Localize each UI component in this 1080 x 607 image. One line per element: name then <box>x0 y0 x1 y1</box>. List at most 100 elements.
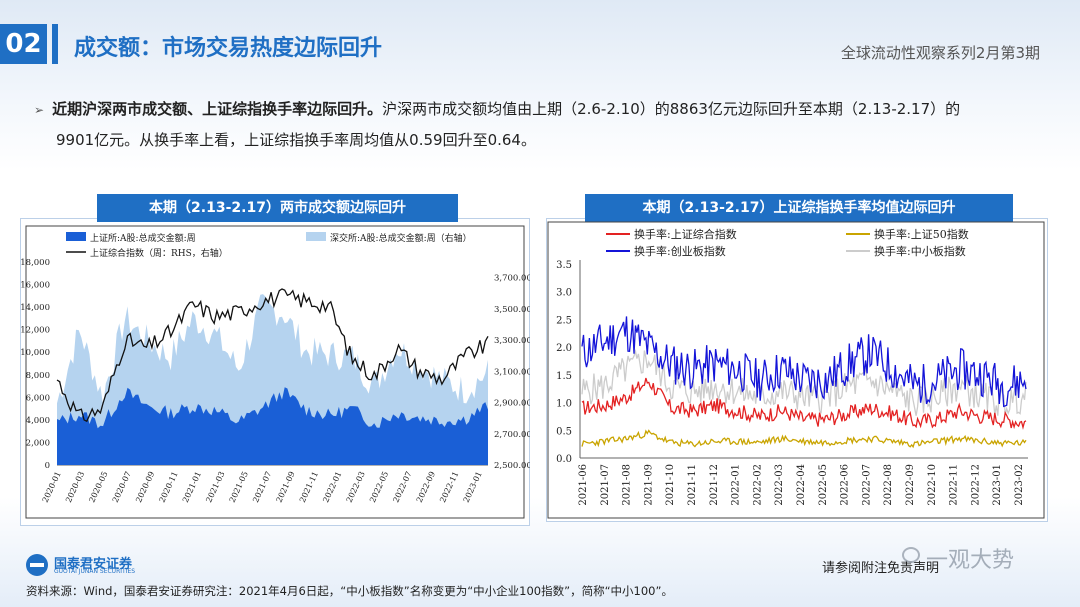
right-x-tick: 2022-12 <box>970 464 981 506</box>
right-y-tick: 2.5 <box>556 315 572 326</box>
left-y-tick: 0 <box>45 461 50 471</box>
left-y-tick: 14,000 <box>20 303 50 313</box>
summary-paragraph: ➢ 近期沪深两市成交额、上证综指换手率边际回升。沪深两市成交额均值由上期（2.6-… <box>34 94 1054 155</box>
legend-swatch-sh <box>66 232 86 241</box>
left-x-tick: 2021-07 <box>251 470 273 504</box>
right-y-tick: 2,500.00 <box>494 461 530 471</box>
right-y-tick: 2,700.00 <box>494 430 530 440</box>
left-y-tick: 2,000 <box>26 438 50 448</box>
right-y-tick: 3,100.00 <box>494 367 530 377</box>
right-x-tick: 2021-07 <box>600 464 611 506</box>
wechat-icon <box>902 547 920 563</box>
logo-name-en: GUOTAI JUNAN SECURITIES <box>54 568 136 575</box>
left-x-tick: 2020-03 <box>64 470 86 504</box>
left-x-tick: 2023-01 <box>462 470 484 504</box>
left-x-tick: 2022-05 <box>368 470 390 504</box>
series-line-sme <box>581 348 1027 416</box>
right-x-tick: 2022-02 <box>752 464 763 506</box>
right-y-tick: 3,500.00 <box>494 305 530 315</box>
left-y-tick: 4,000 <box>26 416 50 426</box>
right-x-tick: 2021-09 <box>643 464 654 506</box>
summary-bold: 近期沪深两市成交额、上证综指换手率边际回升。 <box>52 100 383 118</box>
summary-line2: 9901亿元。从换手率上看，上证综指换手率周均值从0.59回升至0.64。 <box>56 131 536 149</box>
legend-label-sse50: 换手率:上证50指数 <box>874 227 969 241</box>
left-x-tick: 2021-03 <box>204 470 226 504</box>
summary-line1: 沪深两市成交额均值由上期（2.6-2.10）的8863亿元边际回升至本期（2.1… <box>382 100 961 118</box>
header-background <box>0 0 1080 170</box>
right-y-tick: 2.0 <box>556 343 572 354</box>
report-series-name: 全球流动性观察系列2月第3期 <box>840 44 1040 62</box>
left-x-tick: 2021-11 <box>298 470 320 504</box>
right-x-tick: 2022-07 <box>861 464 872 506</box>
legend-label-sse-comp: 换手率:上证综合指数 <box>634 227 737 241</box>
left-y-tick: 18,000 <box>20 258 50 268</box>
right-y-tick: 0.0 <box>556 454 572 465</box>
right-x-tick: 2022-01 <box>731 464 742 506</box>
left-x-tick: 2020-05 <box>87 470 109 504</box>
left-x-tick: 2022-01 <box>321 470 343 504</box>
left-chart-title: 本期（2.13-2.17）两市成交额边际回升 <box>97 194 458 222</box>
series-line-sse50 <box>581 429 1027 449</box>
left-y-tick: 10,000 <box>20 348 50 358</box>
right-chart-frame <box>547 221 1045 519</box>
right-x-tick: 2022-06 <box>840 464 851 506</box>
right-y-tick: 0.5 <box>556 426 572 437</box>
right-y-tick: 3,300.00 <box>494 336 530 346</box>
left-x-tick: 2020-07 <box>111 470 133 504</box>
right-x-tick: 2021-06 <box>578 464 589 506</box>
right-x-tick: 2022-11 <box>949 464 960 506</box>
legend-label-sz: 深交所:A股:总成交金额:周（右轴） <box>330 232 472 244</box>
bullet-arrow-icon: ➢ <box>34 103 45 117</box>
legend-label-sme: 换手率:中小板指数 <box>874 244 966 258</box>
left-x-tick: 2020-01 <box>41 470 63 504</box>
series-line-index <box>56 288 489 423</box>
left-x-tick: 2022-03 <box>345 470 367 504</box>
right-x-tick: 2022-04 <box>796 464 807 506</box>
right-x-tick: 2022-08 <box>883 464 894 506</box>
left-x-tick: 2022-09 <box>415 470 437 504</box>
left-x-tick: 2021-05 <box>228 470 250 504</box>
right-x-tick: 2022-03 <box>774 464 785 506</box>
legend-swatch-sz <box>306 232 326 241</box>
left-x-tick: 2021-01 <box>181 470 203 504</box>
right-x-tick: 2021-11 <box>687 464 698 506</box>
right-x-tick: 2021-08 <box>622 464 633 506</box>
page-title: 成交额：市场交易热度边际回升 <box>74 36 383 61</box>
right-y-tick: 2,900.00 <box>494 399 530 409</box>
right-x-tick: 2022-10 <box>927 464 938 506</box>
legend-label-chinext: 换手率:创业板指数 <box>634 244 726 258</box>
right-x-tick: 2023-02 <box>1014 464 1025 506</box>
left-chart: 上证所:A股:总成交金额:周 深交所:A股:总成交金额:周（右轴） 上证综合指数（周… <box>20 225 530 519</box>
right-y-tick: 3,700.00 <box>494 274 530 284</box>
legend-label-index: 上证综合指数（周：RHS，右轴） <box>90 247 228 259</box>
right-x-tick: 2022-05 <box>818 464 829 506</box>
left-x-tick: 2020-11 <box>158 470 180 504</box>
logo-icon <box>26 554 48 576</box>
company-logo: 国泰君安证券 GUOTAI JUNAN SECURITIES <box>26 553 166 577</box>
right-y-tick: 1.5 <box>556 371 572 382</box>
logo-name-cn: 国泰君安证券 <box>54 557 133 572</box>
series-line-chinext <box>581 316 1027 408</box>
section-stripe <box>52 24 58 64</box>
right-y-tick: 3.0 <box>556 288 572 299</box>
watermark-text: 一观大势 <box>926 548 1015 573</box>
right-y-tick: 1.0 <box>556 399 572 410</box>
right-x-tick: 2021-10 <box>665 464 676 506</box>
left-x-tick: 2022-07 <box>391 470 413 504</box>
series-line-sse-comp <box>581 377 1027 430</box>
left-y-tick: 8,000 <box>26 371 50 381</box>
section-number: 02 <box>0 24 47 64</box>
source-note: 资料来源：Wind，国泰君安证券研究注：2021年4月6日起，“中小板指数”名称… <box>26 584 673 598</box>
right-x-tick: 2021-12 <box>709 464 720 506</box>
left-x-tick: 2021-09 <box>274 470 296 504</box>
right-x-tick: 2023-01 <box>992 464 1003 506</box>
left-y-tick: 6,000 <box>26 393 50 403</box>
left-y-tick: 12,000 <box>20 326 50 336</box>
left-y-tick: 16,000 <box>20 281 50 291</box>
disclaimer-link[interactable]: 请参阅附注免责声明 <box>822 561 940 576</box>
left-x-tick: 2022-11 <box>438 470 460 504</box>
right-x-tick: 2022-09 <box>905 464 916 506</box>
right-y-tick: 3.5 <box>556 260 572 271</box>
legend-label-sh: 上证所:A股:总成交金额:周 <box>90 232 196 244</box>
